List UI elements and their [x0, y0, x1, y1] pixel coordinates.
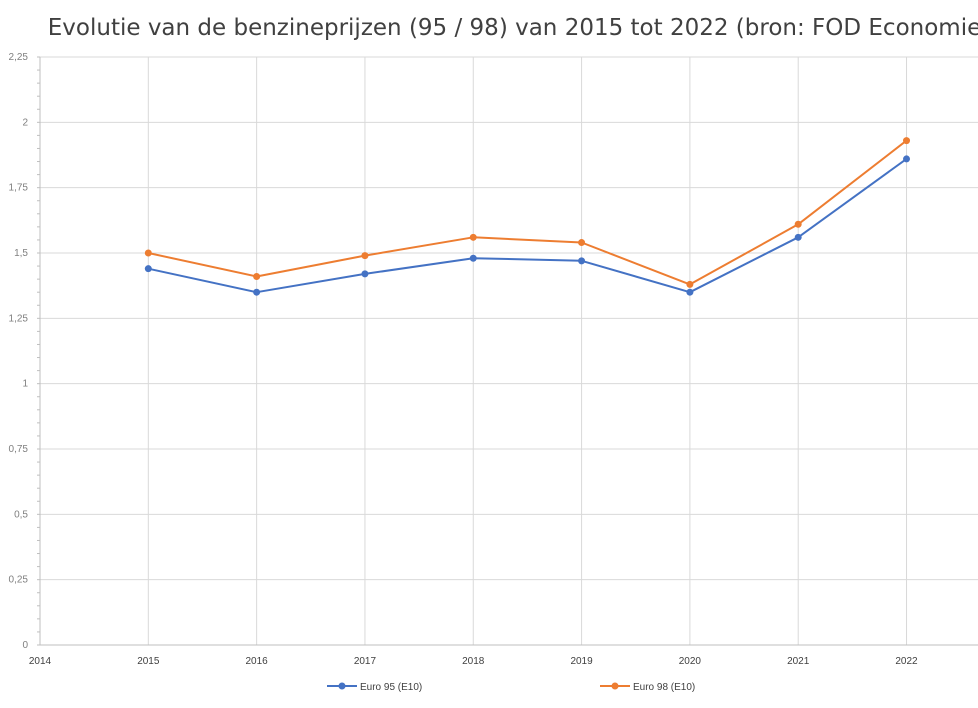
axis-layer: 0 0,25 0,5 0,75 1 1,25 1,5 1,75 2 2,25 2014 2015 201…	[9, 52, 978, 667]
x-tick-label: 2015	[137, 656, 160, 667]
x-tick-label: 2018	[462, 656, 485, 667]
data-point	[253, 288, 261, 296]
y-tick-label: 0,25	[9, 575, 29, 586]
y-tick-label: 1	[22, 379, 28, 390]
x-tick-label: 2022	[895, 656, 918, 667]
data-point	[794, 233, 802, 241]
legend-label: Euro 95 (E10)	[360, 682, 422, 693]
data-point	[686, 288, 694, 296]
y-tick-label: 2,25	[9, 52, 29, 63]
data-point	[144, 265, 152, 273]
y-tick-label: 2	[22, 117, 28, 128]
legend-label: Euro 98 (E10)	[633, 682, 695, 693]
chart-title: Evolutie van de benzineprijzen (95 / 98)…	[48, 15, 978, 41]
data-point	[253, 273, 261, 281]
series-line	[148, 139, 908, 286]
grid-layer	[40, 56, 978, 645]
data-point	[903, 155, 911, 163]
y-tick-label: 0,75	[9, 444, 29, 455]
y-tick-label: 1,25	[9, 313, 29, 324]
x-tick-label: 2014	[29, 656, 52, 667]
series-line	[148, 158, 908, 294]
x-tick-label: 2020	[679, 656, 702, 667]
data-point	[578, 257, 586, 265]
y-tick-label: 1,75	[9, 183, 29, 194]
x-tick-label: 2021	[787, 656, 810, 667]
data-point	[144, 249, 152, 257]
data-point	[361, 270, 369, 278]
y-tick-label: 1,5	[14, 248, 28, 259]
x-tick-label: 2017	[354, 656, 377, 667]
data-point	[578, 239, 586, 247]
data-point	[903, 137, 911, 145]
data-point	[469, 254, 477, 262]
y-tick-label: 0,5	[14, 509, 28, 520]
legend-marker	[338, 682, 346, 690]
x-tick-label: 2016	[246, 656, 269, 667]
x-tick-label: 2019	[570, 656, 593, 667]
legend-marker	[611, 682, 619, 690]
data-point	[361, 252, 369, 260]
data-point	[686, 280, 694, 288]
data-point	[794, 220, 802, 228]
series-layer	[144, 137, 911, 296]
data-point	[469, 233, 477, 241]
legend: Euro 95 (E10) Euro 98 (E10)	[327, 682, 695, 693]
y-tick-label: 0	[22, 640, 28, 651]
